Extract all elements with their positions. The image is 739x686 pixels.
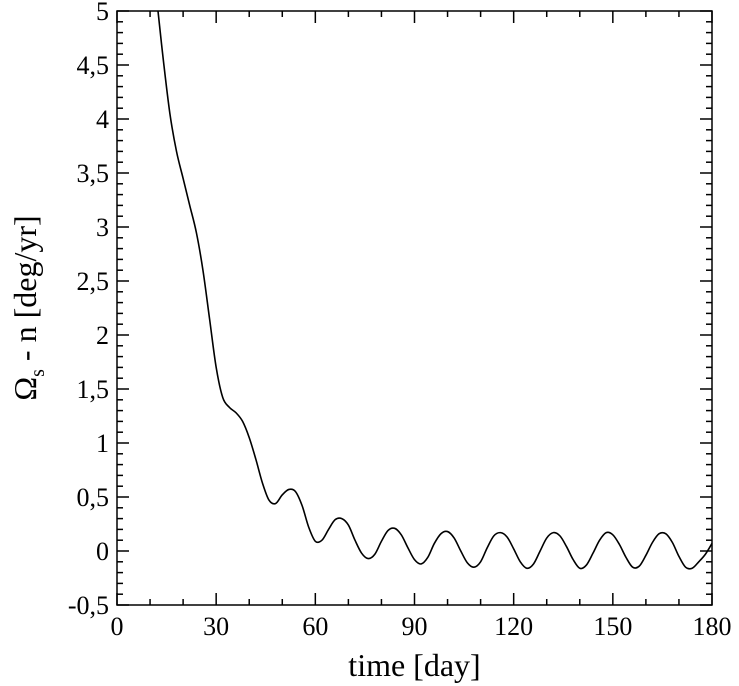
axis-tick-labels: 0 30 60 90 120 150 180-0,500,511,522,533,544,5… — [68, 0, 732, 641]
x-tick-label: 30 — [203, 612, 229, 641]
x-tick-label: 90 — [402, 612, 428, 641]
y-tick-label: 5 — [96, 0, 109, 26]
y-tick-label: 4 — [96, 105, 109, 134]
y-tick-label: 2,5 — [77, 267, 110, 296]
y-tick-label: 4,5 — [77, 51, 110, 80]
y-tick-label: 1,5 — [77, 375, 110, 404]
y-axis-title-symbol: Ω — [7, 377, 43, 401]
x-tick-label: 150 — [593, 612, 632, 641]
y-tick-label: 3 — [96, 213, 109, 242]
y-tick-label: 0,5 — [77, 483, 110, 512]
y-tick-label: 2 — [96, 321, 109, 350]
y-tick-label: 3,5 — [77, 159, 110, 188]
x-tick-label: 60 — [302, 612, 328, 641]
y-tick-label: 1 — [96, 429, 109, 458]
series-layer — [157, 10, 713, 570]
y-axis-title-subscript: s — [27, 369, 49, 377]
x-axis-title: time [day] — [348, 647, 480, 683]
y-tick-label: -0,5 — [68, 591, 109, 620]
series-line — [157, 10, 713, 570]
y-tick-label: 0 — [96, 537, 109, 566]
y-axis-title: Ωs - n [deg/yr] — [7, 215, 49, 400]
x-tick-label: 180 — [693, 612, 732, 641]
x-tick-label: 120 — [494, 612, 533, 641]
x-tick-label: 0 — [111, 612, 124, 641]
y-axis-title-rest: - n [deg/yr] — [7, 215, 43, 369]
plot-frame — [116, 10, 713, 606]
